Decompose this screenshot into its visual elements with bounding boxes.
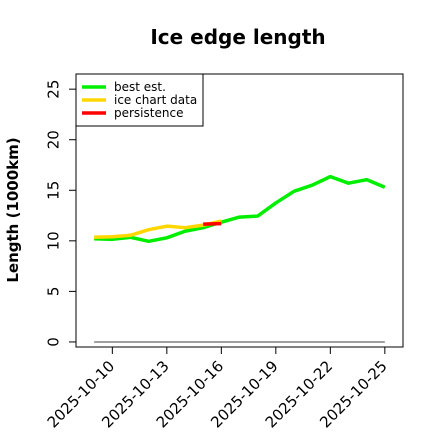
y-axis-label: Length (1000km) (4, 137, 22, 282)
legend-label: ice chart data (114, 93, 197, 107)
series-line-best-est- (94, 174, 386, 244)
chart-title: Ice edge length (150, 25, 325, 49)
series-lines (94, 174, 386, 244)
plot-frame (75, 73, 404, 348)
y-tick-label: 20 (45, 130, 63, 149)
series-line-persistence (203, 221, 222, 226)
legend-label: best est. (114, 80, 166, 94)
y-tick-label: 10 (45, 231, 63, 250)
x-axis: 2025-10-102025-10-132025-10-162025-10-19… (44, 347, 391, 431)
y-tick-label: 5 (45, 287, 63, 297)
legend-label: persistence (114, 106, 183, 120)
series-line-ice-chart-data (94, 219, 222, 240)
y-tick-label: 0 (45, 337, 63, 347)
y-axis: 0 5 10 15 20 25 (45, 80, 76, 347)
y-tick-label: 15 (45, 181, 63, 200)
y-tick-label: 25 (45, 80, 63, 99)
